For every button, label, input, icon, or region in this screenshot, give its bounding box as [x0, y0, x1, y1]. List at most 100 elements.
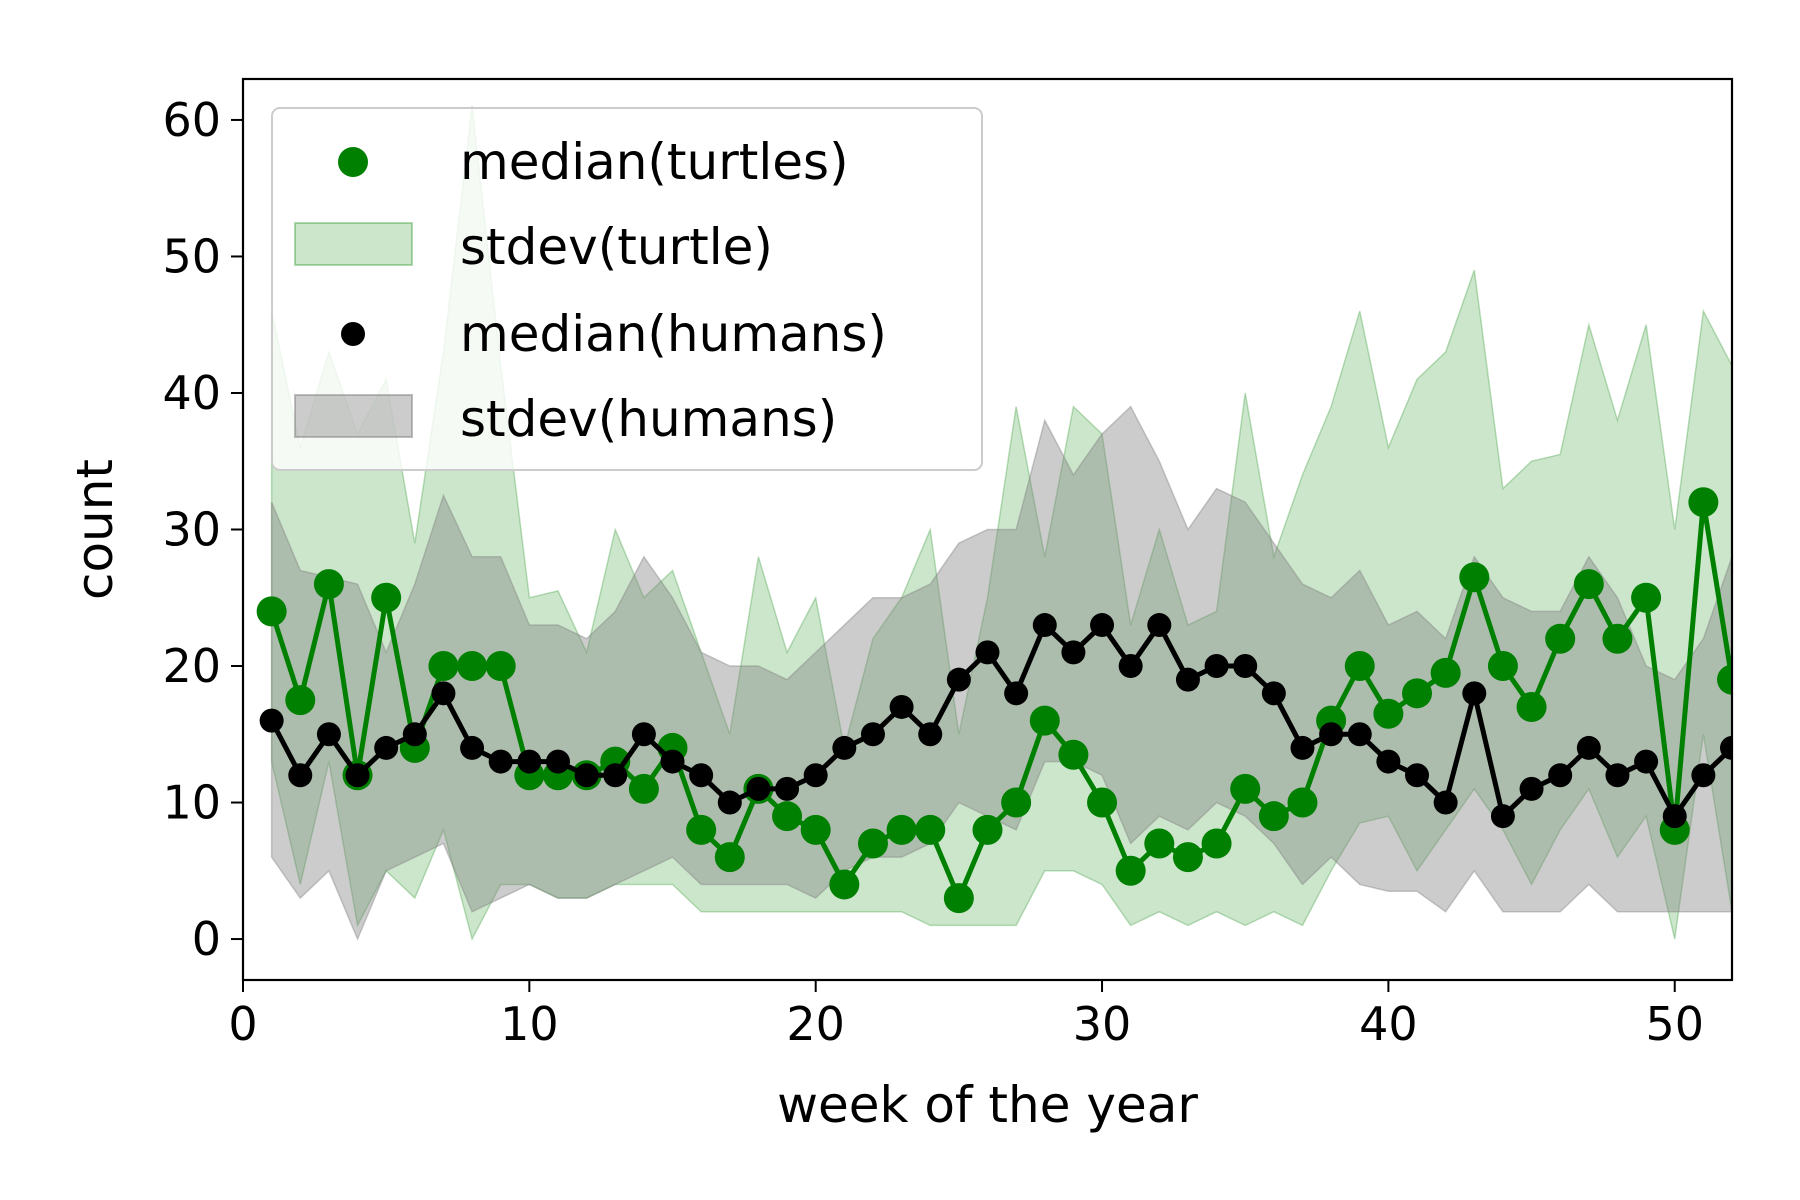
point-median-humans	[1605, 763, 1630, 788]
point-median-humans	[1290, 735, 1315, 760]
legend-label-median-turtles: median(turtles)	[460, 133, 849, 191]
point-median-turtles	[1029, 705, 1060, 736]
point-median-humans	[1662, 804, 1687, 829]
point-median-humans	[1634, 749, 1659, 774]
point-median-turtles	[1344, 651, 1375, 682]
point-median-turtles	[371, 582, 402, 613]
point-median-humans	[574, 763, 599, 788]
legend-label-stdev-turtle: stdev(turtle)	[460, 218, 773, 276]
point-median-humans	[1405, 763, 1430, 788]
line-median-humans	[269, 622, 1732, 819]
point-median-turtles	[1545, 623, 1576, 654]
point-median-humans	[431, 681, 456, 706]
point-median-humans	[259, 708, 284, 733]
point-median-humans	[1147, 613, 1172, 638]
point-median-turtles	[857, 828, 888, 859]
point-median-turtles	[943, 883, 974, 914]
point-median-humans	[975, 640, 1000, 665]
point-median-humans	[316, 722, 341, 747]
point-median-humans	[1319, 722, 1344, 747]
legend: median(turtles) stdev(turtle) median(human…	[271, 107, 983, 471]
point-median-humans	[460, 735, 485, 760]
point-median-turtles	[1144, 828, 1175, 859]
point-median-humans	[775, 776, 800, 801]
y-tick-label: 50	[162, 229, 221, 283]
point-median-humans	[1233, 654, 1258, 679]
point-median-turtles	[915, 814, 946, 845]
y-axis-label: count	[66, 459, 124, 600]
point-median-humans	[1462, 681, 1487, 706]
legend-marker-median-turtles	[338, 147, 368, 177]
point-median-humans	[803, 763, 828, 788]
x-tick-label: 20	[786, 997, 845, 1051]
point-median-humans	[1720, 735, 1732, 760]
point-median-turtles	[1172, 842, 1203, 873]
point-median-turtles	[1373, 698, 1404, 729]
y-tick-label: 40	[162, 366, 221, 420]
point-median-turtles	[1602, 623, 1633, 654]
point-median-humans	[889, 694, 914, 719]
ticks-layer: 0 10 20 30 40 50 0 10 20 30 40 50 60	[162, 93, 1704, 1051]
point-median-humans	[689, 763, 714, 788]
x-tick-label: 40	[1359, 997, 1418, 1051]
point-median-turtles	[772, 801, 803, 832]
point-median-turtles	[714, 842, 745, 873]
x-tick-label: 30	[1073, 997, 1132, 1051]
point-median-humans	[860, 722, 885, 747]
point-median-turtles	[1115, 855, 1146, 886]
point-median-humans	[1061, 640, 1086, 665]
point-median-humans	[918, 722, 943, 747]
point-median-turtles	[1058, 739, 1089, 770]
point-median-turtles	[1459, 562, 1490, 593]
point-median-turtles	[1287, 787, 1318, 818]
point-median-humans	[1376, 749, 1401, 774]
y-tick-label: 60	[162, 93, 221, 147]
point-median-humans	[660, 749, 685, 774]
point-median-turtles	[1631, 582, 1662, 613]
point-median-turtles	[800, 814, 831, 845]
line-median-turtles	[269, 499, 1732, 901]
point-median-turtles	[1430, 657, 1461, 688]
point-median-humans	[1576, 735, 1601, 760]
point-median-humans	[832, 735, 857, 760]
point-median-humans	[631, 722, 656, 747]
point-median-turtles	[1516, 691, 1547, 722]
legend-marker-median-humans	[341, 322, 365, 346]
point-median-humans	[1090, 613, 1115, 638]
point-median-turtles	[1487, 651, 1518, 682]
point-median-turtles	[1688, 487, 1719, 518]
legend-box	[271, 107, 983, 471]
y-tick-label: 10	[162, 776, 221, 830]
point-median-turtles	[285, 685, 316, 716]
point-median-humans	[488, 749, 513, 774]
point-median-humans	[1175, 667, 1200, 692]
point-median-turtles	[628, 773, 659, 804]
x-tick-label: 50	[1645, 997, 1704, 1051]
point-median-humans	[374, 735, 399, 760]
point-median-humans	[717, 790, 742, 815]
point-median-turtles	[1402, 678, 1433, 709]
y-tick-label: 30	[162, 503, 221, 557]
y-tick-label: 20	[162, 639, 221, 693]
lines-layer	[256, 487, 1732, 914]
point-median-humans	[1519, 776, 1544, 801]
point-median-turtles	[1258, 801, 1289, 832]
x-tick-label: 0	[228, 997, 257, 1051]
point-median-humans	[1261, 681, 1286, 706]
point-median-turtles	[1001, 787, 1032, 818]
point-median-turtles	[428, 651, 459, 682]
point-median-humans	[517, 749, 542, 774]
x-axis-label: week of the year	[777, 1076, 1198, 1134]
point-median-turtles	[1573, 569, 1604, 600]
point-median-humans	[1118, 654, 1143, 679]
point-median-turtles	[1230, 773, 1261, 804]
legend-swatch-stdev-turtle	[294, 222, 413, 266]
point-median-humans	[1004, 681, 1029, 706]
point-median-turtles	[485, 651, 516, 682]
point-median-turtles	[972, 814, 1003, 845]
point-median-humans	[603, 763, 628, 788]
legend-label-median-humans: median(humans)	[460, 305, 887, 363]
point-median-turtles	[829, 869, 860, 900]
point-median-humans	[1433, 790, 1458, 815]
point-median-humans	[946, 667, 971, 692]
